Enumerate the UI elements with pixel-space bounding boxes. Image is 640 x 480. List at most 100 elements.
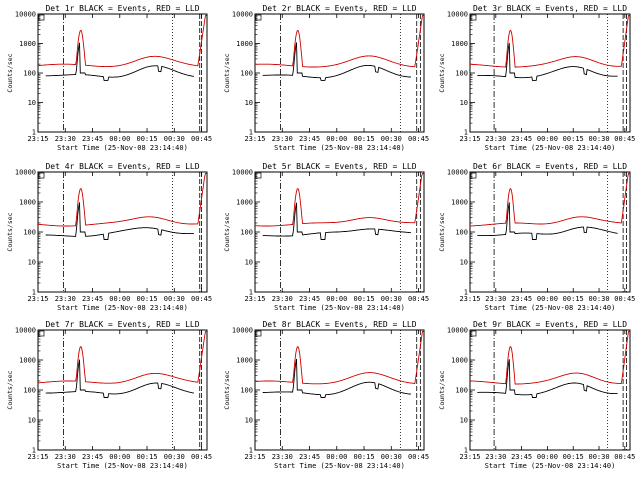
x-tick-label: 00:45 <box>191 453 212 461</box>
x-tick-label: 00:30 <box>588 135 609 143</box>
x-tick-label: 23:15 <box>244 295 265 303</box>
y-tick-label: 10000 <box>447 327 468 335</box>
detector-panel-7: Det 7r BLACK = Events, RED = LLD 1 10 100 10… <box>6 320 212 470</box>
x-tick-label: 00:30 <box>164 295 185 303</box>
x-tick-label: 23:30 <box>55 135 76 143</box>
y-tick-label: 1 <box>464 447 468 455</box>
corner-marker <box>38 172 45 179</box>
y-tick-label: 10000 <box>15 11 36 19</box>
y-tick-label: 1000 <box>236 199 253 207</box>
y-tick-label: 10 <box>460 99 468 107</box>
y-tick-label: 100 <box>455 229 468 237</box>
x-tick-label: 00:15 <box>136 295 157 303</box>
y-tick-label: 1000 <box>451 199 468 207</box>
y-tick-label: 10000 <box>232 169 253 177</box>
y-tick-label: 10000 <box>232 11 253 19</box>
x-tick-label: 23:45 <box>82 135 103 143</box>
x-tick-label: 23:30 <box>272 453 293 461</box>
x-axis-label: Start Time (25-Nov-08 23:14:40) <box>485 304 616 312</box>
x-tick-label: 00:00 <box>537 295 558 303</box>
events-series-line <box>477 202 618 240</box>
x-axis-label: Start Time (25-Nov-08 23:14:40) <box>57 144 188 152</box>
y-tick-label: 100 <box>23 229 36 237</box>
y-tick-label: 1000 <box>19 199 36 207</box>
y-tick-label: 1 <box>464 289 468 297</box>
y-tick-label: 1000 <box>236 40 253 48</box>
y-tick-label: 1000 <box>236 357 253 365</box>
y-tick-label: 10000 <box>15 327 36 335</box>
lld-series-line <box>37 173 207 227</box>
x-tick-label: 23:15 <box>27 453 48 461</box>
y-axis-label: Counts/sec <box>438 370 446 409</box>
x-tick-label: 23:15 <box>27 135 48 143</box>
corner-marker <box>470 14 477 21</box>
y-tick-label: 1 <box>32 129 36 137</box>
x-axis-label: Start Time (25-Nov-08 23:14:40) <box>485 144 616 152</box>
y-tick-label: 100 <box>23 70 36 78</box>
y-tick-label: 10 <box>28 259 36 267</box>
y-tick-label: 100 <box>455 387 468 395</box>
x-tick-label: 23:45 <box>299 295 320 303</box>
corner-marker <box>38 330 45 337</box>
events-series-line <box>477 42 618 81</box>
y-axis-label: Counts/sec <box>438 212 446 251</box>
panel-title: Det 7r BLACK = Events, RED = LLD <box>45 320 199 329</box>
x-tick-label: 23:45 <box>511 453 532 461</box>
y-tick-label: 1 <box>32 447 36 455</box>
x-axis-label: Start Time (25-Nov-08 23:14:40) <box>57 304 188 312</box>
events-series-line <box>262 202 411 240</box>
y-tick-label: 10000 <box>447 11 468 19</box>
lld-series-line <box>470 173 630 227</box>
x-tick-label: 23:15 <box>244 453 265 461</box>
y-tick-label: 10000 <box>232 327 253 335</box>
y-tick-label: 1 <box>464 129 468 137</box>
events-series-line <box>45 202 194 240</box>
panel-title: Det 4r BLACK = Events, RED = LLD <box>45 162 199 171</box>
y-axis-label: Counts/sec <box>223 212 231 251</box>
lld-series-line <box>470 15 630 68</box>
y-tick-label: 10 <box>460 417 468 425</box>
x-tick-label: 00:00 <box>326 135 347 143</box>
corner-marker <box>470 330 477 337</box>
y-tick-label: 1 <box>249 447 253 455</box>
lld-series-line <box>254 15 424 68</box>
x-tick-label: 00:00 <box>326 295 347 303</box>
events-series-line <box>477 359 618 398</box>
x-tick-label: 00:30 <box>381 453 402 461</box>
x-tick-label: 23:30 <box>272 135 293 143</box>
detector-panel-3: Det 3r BLACK = Events, RED = LLD 1 10 100 10… <box>438 4 635 152</box>
y-tick-label: 100 <box>240 387 253 395</box>
x-tick-label: 00:45 <box>614 453 635 461</box>
x-tick-label: 23:45 <box>82 453 103 461</box>
lld-series-line <box>254 173 424 227</box>
x-tick-label: 00:15 <box>563 453 584 461</box>
x-tick-label: 00:00 <box>326 453 347 461</box>
x-tick-label: 00:45 <box>408 295 429 303</box>
y-tick-label: 10000 <box>447 169 468 177</box>
detector-panel-1: Det 1r BLACK = Events, RED = LLD 1 10 100 10… <box>6 4 212 152</box>
x-tick-label: 00:45 <box>408 453 429 461</box>
x-tick-label: 23:30 <box>55 295 76 303</box>
x-axis-label: Start Time (25-Nov-08 23:14:40) <box>274 304 405 312</box>
corner-marker <box>470 172 477 179</box>
y-tick-label: 100 <box>240 229 253 237</box>
x-tick-label: 00:30 <box>164 135 185 143</box>
y-tick-label: 10 <box>460 259 468 267</box>
x-axis-label: Start Time (25-Nov-08 23:14:40) <box>274 144 405 152</box>
y-tick-label: 1 <box>32 289 36 297</box>
detector-panel-6: Det 6r BLACK = Events, RED = LLD 1 10 100 10… <box>438 162 635 312</box>
x-tick-label: 23:30 <box>485 453 506 461</box>
detector-panel-2: Det 2r BLACK = Events, RED = LLD 1 10 100 10… <box>223 4 429 152</box>
x-tick-label: 23:45 <box>511 135 532 143</box>
x-tick-label: 00:15 <box>563 135 584 143</box>
corner-marker <box>255 172 262 179</box>
x-tick-label: 00:45 <box>614 295 635 303</box>
x-tick-label: 00:30 <box>164 453 185 461</box>
panel-title: Det 5r BLACK = Events, RED = LLD <box>262 162 416 171</box>
x-tick-label: 23:45 <box>299 135 320 143</box>
detector-panel-8: Det 8r BLACK = Events, RED = LLD 1 10 100 10… <box>223 320 429 470</box>
events-series-line <box>45 42 194 81</box>
panel-title: Det 9r BLACK = Events, RED = LLD <box>473 320 627 329</box>
x-tick-label: 00:15 <box>563 295 584 303</box>
x-tick-label: 00:45 <box>614 135 635 143</box>
